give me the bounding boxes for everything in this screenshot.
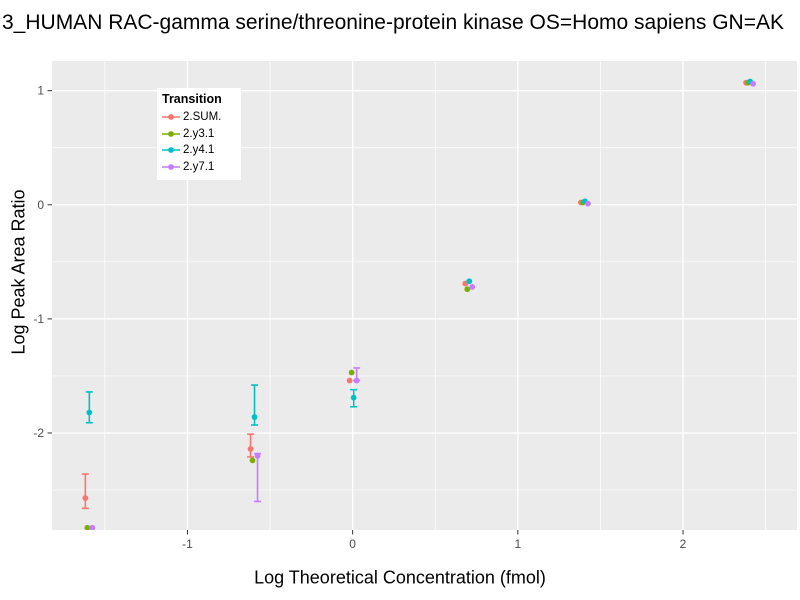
legend-entry: 2.y4.1 xyxy=(162,142,236,159)
y-tick-label: 1 xyxy=(37,84,44,98)
y-tick-label: -1 xyxy=(33,312,44,326)
legend-label: 2.SUM. xyxy=(183,111,222,124)
legend-entry: 2.y7.1 xyxy=(162,159,236,176)
data-point xyxy=(466,278,473,285)
data-marks xyxy=(81,78,756,530)
y-tick-label: -2 xyxy=(33,426,44,440)
x-tick-label: 1 xyxy=(514,537,521,551)
data-point xyxy=(348,369,355,376)
error-bar xyxy=(247,433,255,458)
legend-label: 2.y3.1 xyxy=(183,127,215,140)
data-point xyxy=(86,409,93,416)
tick-marks xyxy=(47,90,684,535)
legend-label: 2.y7.1 xyxy=(183,160,215,173)
data-point xyxy=(249,457,256,464)
data-point xyxy=(353,377,360,384)
data-point xyxy=(469,284,476,290)
plot-title: 3_HUMAN RAC-gamma serine/threonine-prote… xyxy=(2,11,785,34)
series-2.y7.1 xyxy=(89,80,756,530)
data-point xyxy=(350,394,357,401)
data-point xyxy=(464,286,471,293)
x-tick-label: -1 xyxy=(182,537,193,551)
data-point xyxy=(750,80,756,87)
data-point xyxy=(346,377,353,384)
legend-label: 2.y4.1 xyxy=(183,144,215,157)
x-tick-labels: -1 0 1 2 xyxy=(182,537,687,551)
data-point xyxy=(254,452,261,459)
legend-entry: 2.y3.1 xyxy=(162,126,236,143)
data-point xyxy=(251,414,258,420)
legend-entry: 2.SUM. xyxy=(162,109,236,126)
legend-key-pointrange-icon xyxy=(162,163,180,170)
y-tick-labels: 1 0 -1 -2 xyxy=(33,84,44,440)
error-bar xyxy=(81,473,89,510)
error-bar xyxy=(85,391,93,424)
legend-key-pointrange-icon xyxy=(162,147,180,154)
y-axis-title: Log Peak Area Ratio xyxy=(8,189,29,355)
legend-key-pointrange-icon xyxy=(162,114,180,121)
data-point xyxy=(585,200,591,207)
x-axis-title: Log Theoretical Concentration (fmol) xyxy=(254,567,546,588)
legend-title: Transition xyxy=(162,92,222,106)
legend-entries: 2.SUM. 2.y3.1 2.y4.1 2.y7.1 xyxy=(162,109,236,175)
data-point xyxy=(84,524,91,530)
data-point xyxy=(82,495,89,501)
legend-key-pointrange-icon xyxy=(162,130,180,137)
y-tick-label: 0 xyxy=(37,198,44,212)
data-point xyxy=(89,524,96,530)
x-tick-label: 2 xyxy=(680,537,687,551)
data-point xyxy=(247,446,254,452)
legend: Transition 2.SUM. 2.y3.1 2.y4.1 2.y7.1 xyxy=(157,88,241,180)
x-tick-label: 0 xyxy=(349,537,356,551)
